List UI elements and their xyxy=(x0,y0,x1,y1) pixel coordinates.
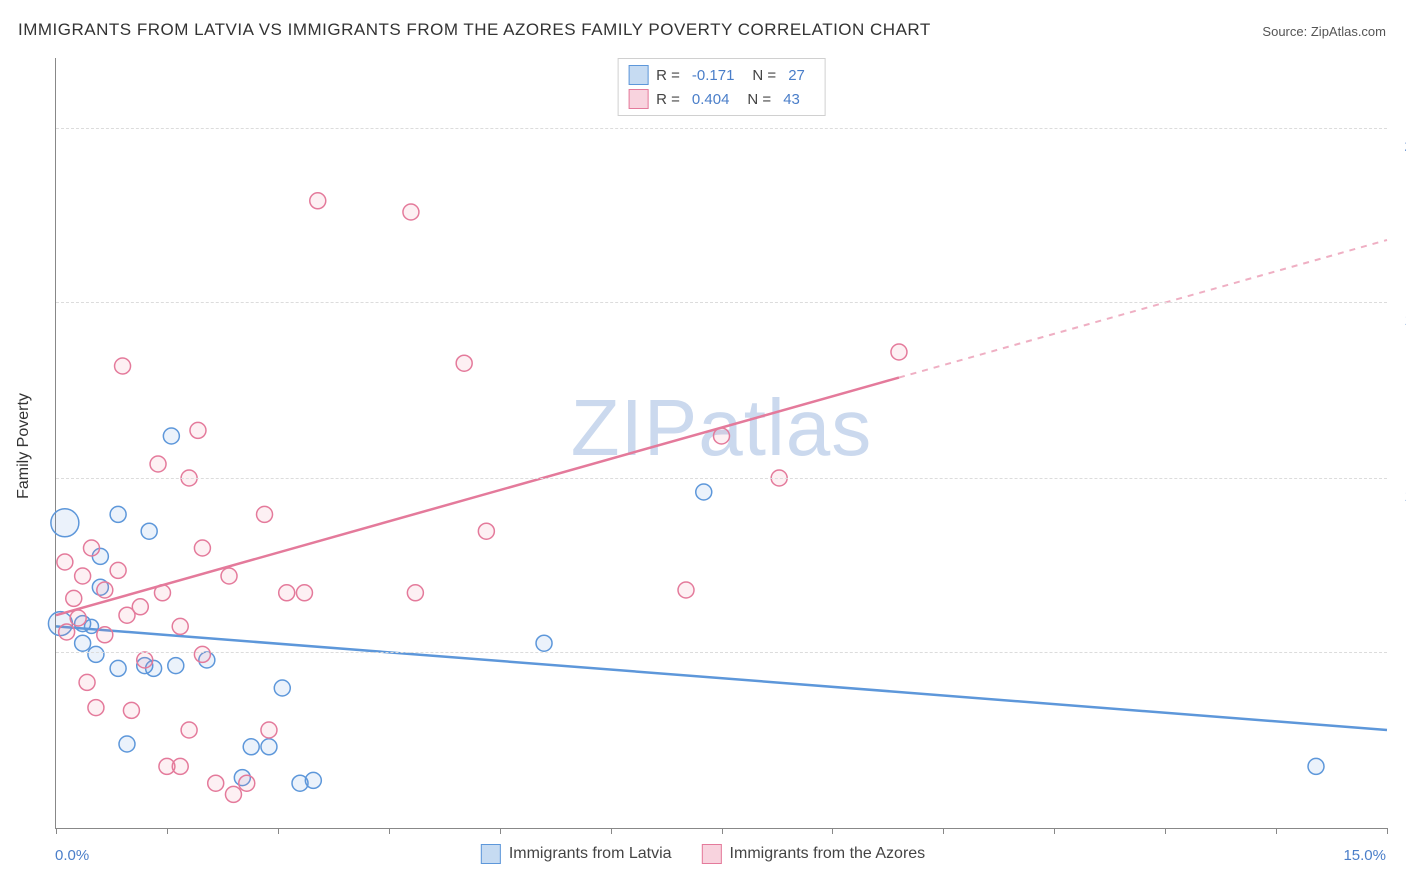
data-point xyxy=(678,582,694,598)
x-tick xyxy=(1054,828,1055,834)
source-label: Source: xyxy=(1262,24,1307,39)
data-point xyxy=(70,610,86,626)
source-attribution: Source: ZipAtlas.com xyxy=(1262,24,1386,39)
trend-line xyxy=(56,378,899,616)
data-point xyxy=(310,193,326,209)
data-point xyxy=(305,772,321,788)
swatch-pink-icon xyxy=(702,844,722,864)
data-point xyxy=(83,540,99,556)
y-axis-label: Family Poverty xyxy=(15,393,33,499)
x-tick xyxy=(278,828,279,834)
data-point xyxy=(190,422,206,438)
data-point xyxy=(168,658,184,674)
data-point xyxy=(110,660,126,676)
data-point xyxy=(88,646,104,662)
x-tick xyxy=(832,828,833,834)
data-point xyxy=(403,204,419,220)
data-point xyxy=(536,635,552,651)
data-point xyxy=(261,739,277,755)
x-tick xyxy=(167,828,168,834)
chart-container: IMMIGRANTS FROM LATVIA VS IMMIGRANTS FRO… xyxy=(0,0,1406,892)
trend-line xyxy=(56,626,1387,730)
gridline xyxy=(56,652,1387,653)
data-point xyxy=(110,562,126,578)
y-tick-label: 18.8% xyxy=(1392,312,1406,329)
x-tick xyxy=(56,828,57,834)
data-point xyxy=(891,344,907,360)
source-value: ZipAtlas.com xyxy=(1311,24,1386,39)
y-tick-label: 25.0% xyxy=(1392,138,1406,155)
x-tick xyxy=(500,828,501,834)
data-point xyxy=(115,358,131,374)
gridline xyxy=(56,302,1387,303)
data-point xyxy=(194,646,210,662)
data-point xyxy=(279,585,295,601)
data-point xyxy=(225,786,241,802)
data-point xyxy=(84,619,98,633)
data-point xyxy=(181,722,197,738)
scatter-svg xyxy=(56,58,1387,828)
data-point xyxy=(150,456,166,472)
data-point xyxy=(75,635,91,651)
data-point xyxy=(97,627,113,643)
data-point xyxy=(257,506,273,522)
data-point xyxy=(110,506,126,522)
data-point xyxy=(141,523,157,539)
data-point xyxy=(88,700,104,716)
data-point xyxy=(243,739,259,755)
data-point xyxy=(59,624,75,640)
gridline xyxy=(56,128,1387,129)
x-tick xyxy=(943,828,944,834)
data-point xyxy=(75,568,91,584)
data-point xyxy=(456,355,472,371)
data-point xyxy=(296,585,312,601)
data-point xyxy=(66,590,82,606)
data-point xyxy=(51,509,79,537)
x-tick xyxy=(1387,828,1388,834)
x-axis-min-label: 0.0% xyxy=(55,847,89,864)
legend-label-azores: Immigrants from the Azores xyxy=(730,845,926,863)
x-tick xyxy=(722,828,723,834)
x-tick xyxy=(611,828,612,834)
legend-label-latvia: Immigrants from Latvia xyxy=(509,845,672,863)
data-point xyxy=(274,680,290,696)
data-point xyxy=(137,652,153,668)
data-point xyxy=(221,568,237,584)
data-point xyxy=(163,428,179,444)
data-point xyxy=(123,702,139,718)
plot-area: ZIPatlas R = -0.171 N = 27 R = 0.404 N =… xyxy=(55,58,1387,829)
legend-series: Immigrants from Latvia Immigrants from t… xyxy=(481,844,925,864)
gridline xyxy=(56,478,1387,479)
x-tick xyxy=(1165,828,1166,834)
x-tick xyxy=(389,828,390,834)
legend-item-latvia: Immigrants from Latvia xyxy=(481,844,672,864)
data-point xyxy=(97,582,113,598)
legend-item-azores: Immigrants from the Azores xyxy=(702,844,926,864)
data-point xyxy=(478,523,494,539)
data-point xyxy=(261,722,277,738)
trend-line-extrapolated xyxy=(899,240,1387,378)
chart-title: IMMIGRANTS FROM LATVIA VS IMMIGRANTS FRO… xyxy=(18,20,931,40)
x-tick xyxy=(1276,828,1277,834)
data-point xyxy=(79,674,95,690)
y-tick-label: 6.3% xyxy=(1392,662,1406,679)
x-axis-max-label: 15.0% xyxy=(1343,847,1386,864)
data-point xyxy=(239,775,255,791)
data-point xyxy=(194,540,210,556)
data-point xyxy=(172,618,188,634)
data-point xyxy=(132,599,148,615)
data-point xyxy=(119,736,135,752)
data-point xyxy=(57,554,73,570)
data-point xyxy=(208,775,224,791)
data-point xyxy=(696,484,712,500)
y-tick-label: 12.5% xyxy=(1392,488,1406,505)
data-point xyxy=(407,585,423,601)
data-point xyxy=(1308,758,1324,774)
swatch-blue-icon xyxy=(481,844,501,864)
data-point xyxy=(172,758,188,774)
